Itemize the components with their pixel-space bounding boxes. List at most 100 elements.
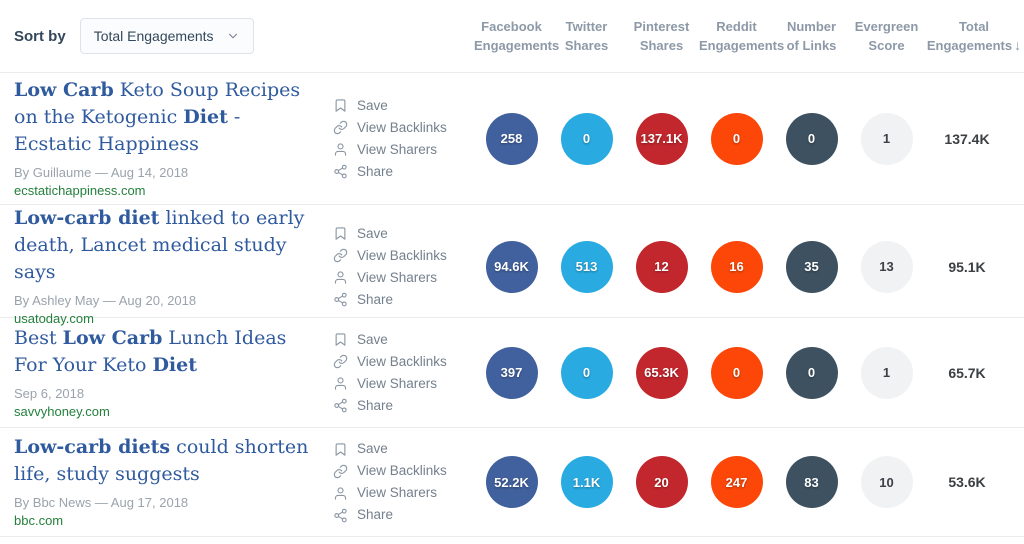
article-title-link[interactable]: Low-carb diet linked to early death, Lan…	[14, 207, 305, 283]
article-row: Low Carb Keto Soup Recipes on the Ketoge…	[0, 73, 1024, 205]
col-header-line: Engagements	[474, 38, 560, 53]
article-byline: By Bbc News — Aug 17, 2018	[14, 495, 189, 510]
save-button[interactable]: Save	[333, 330, 474, 350]
share-button[interactable]: Share	[333, 505, 474, 525]
twitter-shares-badge: 0	[560, 112, 613, 165]
action-label: View Backlinks	[357, 463, 447, 478]
share-nodes-icon	[334, 508, 347, 522]
col-header-pinterest-shares[interactable]: Pinterest Shares	[624, 17, 699, 55]
col-header-total-engagements[interactable]: Total Engagements ↓	[924, 17, 1024, 55]
article-byline: By Guillaume — Aug 14, 2018	[14, 165, 189, 180]
action-label: Share	[357, 397, 394, 413]
save-button[interactable]: Save	[333, 96, 474, 116]
article-actions: Save View Backlinks View Sharers Share	[333, 96, 474, 182]
bookmark-icon	[335, 99, 346, 112]
col-header-evergreen-score[interactable]: Evergreen Score	[849, 17, 924, 55]
action-label: Save	[357, 441, 388, 456]
total-engagements-value: 95.1K	[948, 258, 986, 275]
link-icon	[333, 120, 348, 135]
user-icon	[334, 486, 347, 500]
article-info: Best Low Carb Lunch Ideas For Your Keto …	[0, 325, 333, 421]
facebook-engagements-badge: 397	[485, 346, 538, 399]
action-label: View Sharers	[357, 269, 438, 285]
user-icon	[334, 143, 347, 156]
action-label: Share	[357, 291, 394, 307]
view-sharers-button[interactable]: View Sharers	[333, 140, 474, 160]
article-actions: Save View Backlinks View Sharers Share	[333, 439, 474, 525]
view-sharers-button[interactable]: View Sharers	[333, 374, 474, 394]
sort-dropdown[interactable]: Total Engagements	[79, 18, 254, 54]
total-engagements-value: 53.6K	[948, 474, 986, 490]
article-row: Low-carb diets could shorten life, study…	[0, 428, 1024, 537]
link-icon	[333, 248, 348, 263]
view-backlinks-button[interactable]: View Backlinks	[333, 352, 474, 372]
twitter-shares-badge: 0	[560, 346, 613, 399]
view-sharers-button[interactable]: View Sharers	[333, 483, 474, 503]
article-row: Best Low Carb Lunch Ideas For Your Keto …	[0, 318, 1024, 428]
total-engagements-value: 137.4K	[944, 130, 990, 147]
facebook-engagements-badge: 52.2K	[485, 456, 538, 508]
col-header-line: Evergreen	[854, 19, 919, 34]
article-domain-link[interactable]: usatoday.com	[14, 311, 94, 326]
share-nodes-icon	[334, 398, 347, 413]
col-header-twitter-shares[interactable]: Twitter Shares	[549, 17, 624, 55]
save-button[interactable]: Save	[333, 439, 474, 459]
article-domain-link[interactable]: ecstatichappiness.com	[14, 183, 146, 198]
action-label: View Backlinks	[357, 119, 447, 135]
reddit-engagements-badge: 0	[710, 112, 763, 165]
chevron-down-icon	[228, 33, 237, 39]
col-header-number-of-links[interactable]: Number of Links	[774, 17, 849, 55]
col-header-facebook-engagements[interactable]: Facebook Engagements	[474, 17, 560, 55]
save-button[interactable]: Save	[333, 224, 474, 244]
action-label: View Sharers	[357, 375, 438, 391]
evergreen-score-badge: 13	[860, 240, 913, 293]
view-sharers-button[interactable]: View Sharers	[333, 268, 474, 288]
article-actions: Save View Backlinks View Sharers Share	[333, 330, 474, 416]
article-info: Low-carb diet linked to early death, Lan…	[0, 205, 333, 328]
bookmark-icon	[335, 227, 346, 240]
share-button[interactable]: Share	[333, 396, 474, 416]
view-backlinks-button[interactable]: View Backlinks	[333, 118, 474, 138]
share-nodes-icon	[334, 292, 347, 307]
article-info: Low-carb diets could shorten life, study…	[0, 434, 333, 530]
article-title-link[interactable]: Low-carb diets could shorten life, study…	[14, 436, 309, 485]
results-header: Sort by Total Engagements Facebook Engag…	[0, 0, 1024, 73]
reddit-engagements-badge: 247	[710, 456, 763, 508]
article-row: Low-carb diet linked to early death, Lan…	[0, 205, 1024, 326]
share-button[interactable]: Share	[333, 162, 474, 182]
total-engagements-value: 65.7K	[948, 364, 986, 381]
col-header-reddit-engagements[interactable]: Reddit Engagements	[699, 17, 785, 55]
view-backlinks-button[interactable]: View Backlinks	[333, 461, 474, 481]
sort-by-label: Sort by	[14, 27, 66, 45]
action-label: Save	[357, 225, 388, 241]
evergreen-score-badge: 10	[860, 456, 913, 508]
col-header-line: of Links	[786, 38, 837, 53]
user-icon	[334, 377, 347, 390]
evergreen-score-badge: 1	[860, 346, 913, 399]
col-header-line: Engagements ↓	[926, 37, 1022, 53]
article-title-link[interactable]: Low Carb Keto Soup Recipes on the Ketoge…	[14, 79, 301, 155]
reddit-engagements-badge: 16	[710, 240, 763, 293]
action-label: View Backlinks	[357, 353, 447, 369]
article-domain-link[interactable]: savvyhoney.com	[14, 403, 110, 419]
sort-dropdown-value: Total Engagements	[93, 28, 214, 44]
number-of-links-badge: 0	[785, 346, 838, 399]
col-header-line: Total	[958, 19, 990, 34]
sort-descending-icon: ↓	[1014, 37, 1022, 53]
col-header-line: Engagements	[699, 38, 785, 53]
article-title-link[interactable]: Best Low Carb Lunch Ideas For Your Keto …	[14, 326, 287, 376]
article-info: Low Carb Keto Soup Recipes on the Ketoge…	[0, 77, 333, 200]
article-domain-link[interactable]: bbc.com	[14, 513, 64, 528]
col-header-line: Twitter	[565, 19, 608, 34]
action-label: Share	[357, 507, 394, 522]
action-label: View Sharers	[357, 141, 438, 157]
action-label: View Sharers	[357, 485, 438, 500]
share-button[interactable]: Share	[333, 290, 474, 310]
view-backlinks-button[interactable]: View Backlinks	[333, 246, 474, 266]
link-icon	[333, 464, 348, 478]
pinterest-shares-badge: 12	[635, 240, 688, 293]
action-label: Share	[357, 163, 394, 179]
number-of-links-badge: 83	[785, 456, 838, 508]
col-header-line: Shares	[564, 38, 609, 53]
user-icon	[334, 271, 347, 284]
